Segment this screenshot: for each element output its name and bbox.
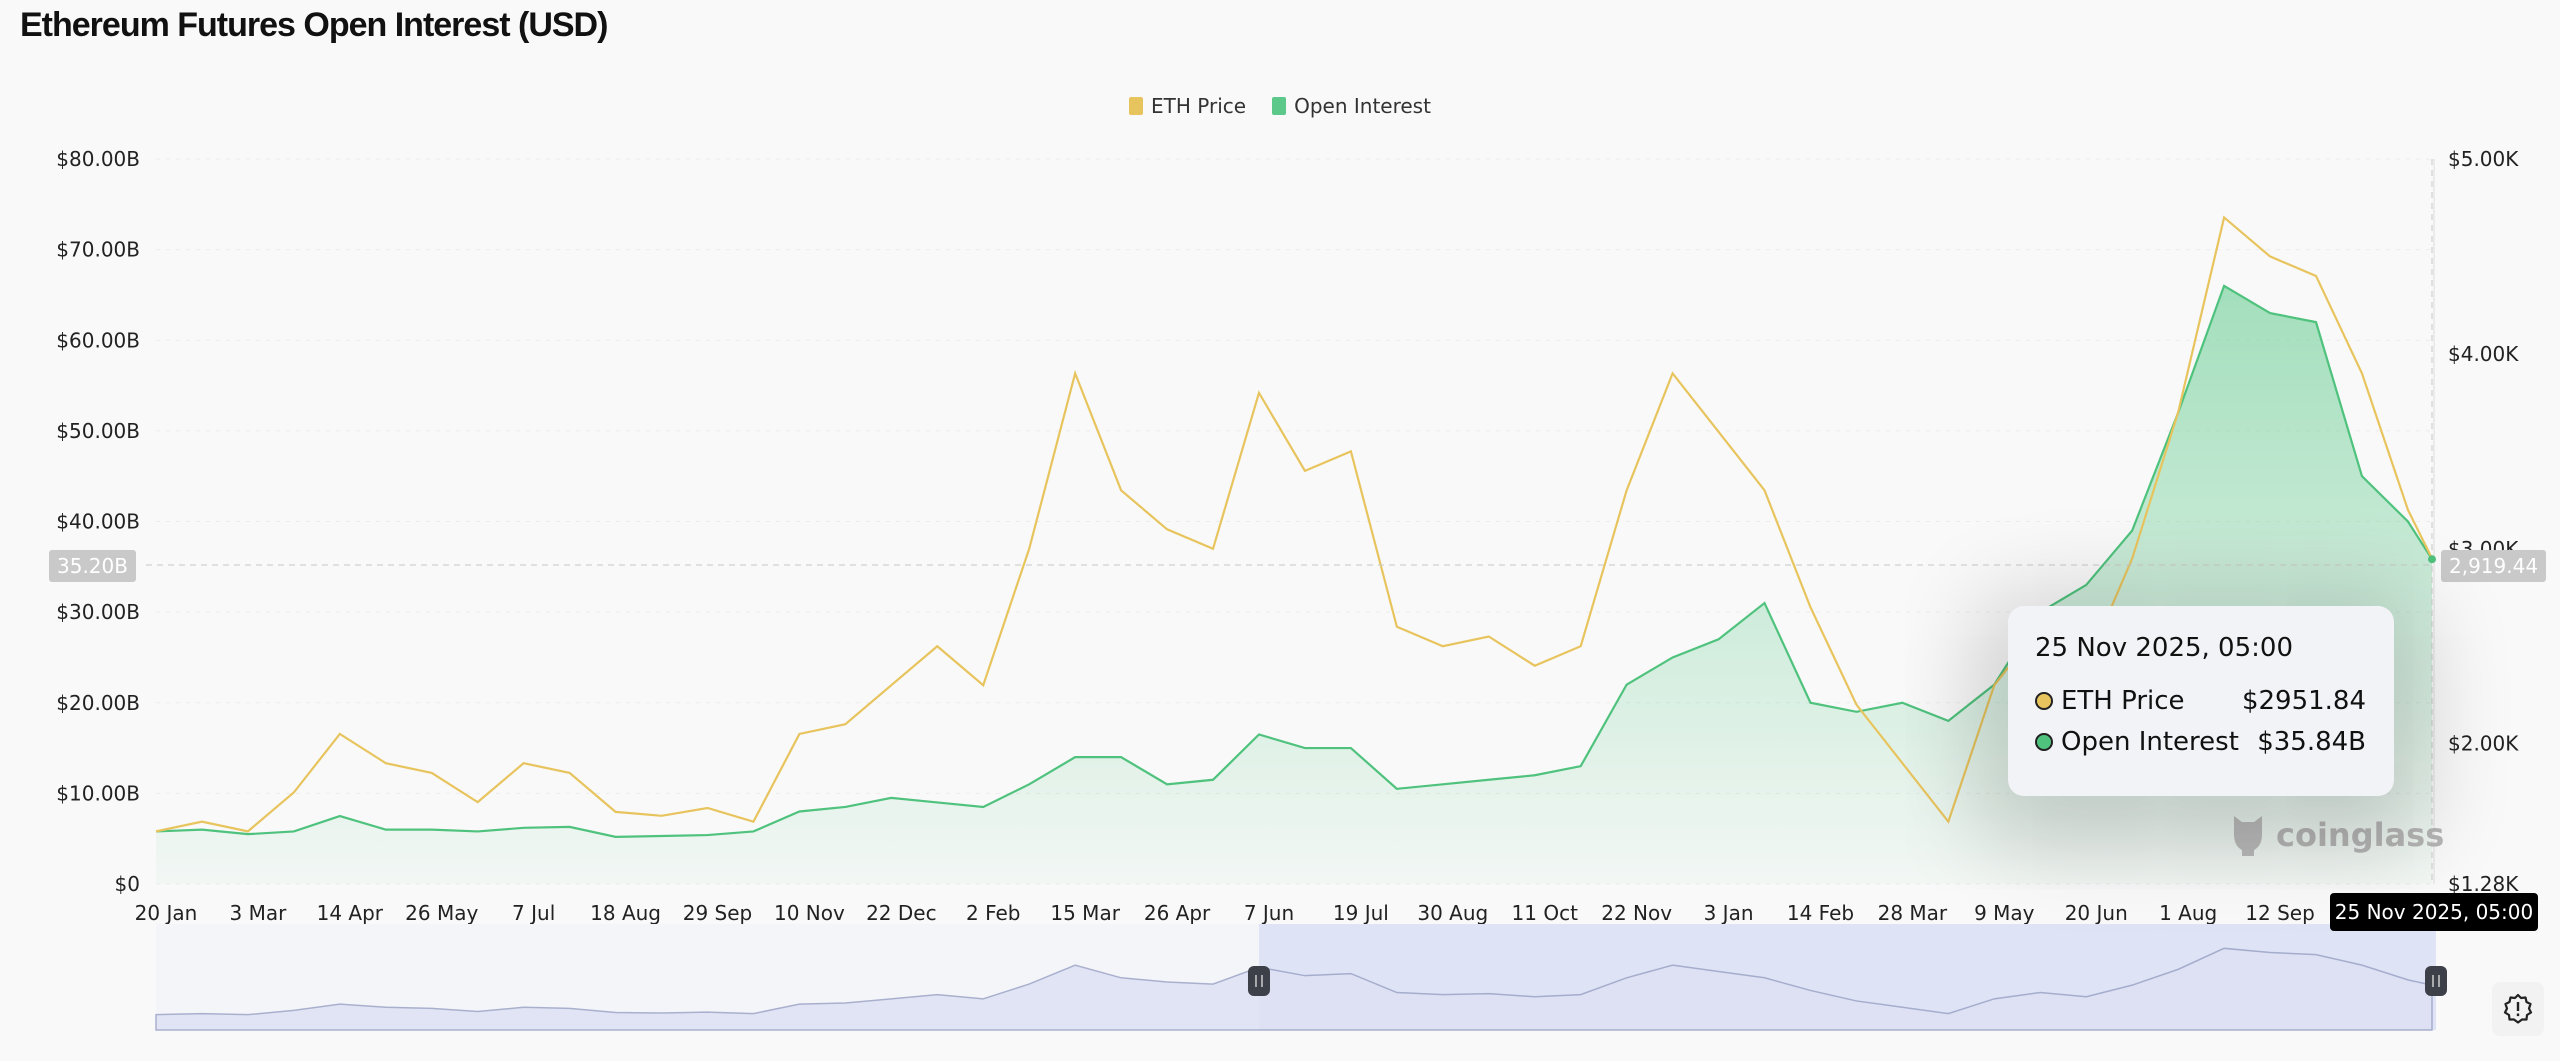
x-tick-label: 14 Apr (317, 901, 384, 925)
legend-item-open-interest[interactable]: Open Interest (1272, 94, 1431, 118)
tooltip-value: $35.84B (2257, 727, 2366, 757)
coinglass-logo-icon (2234, 816, 2262, 856)
x-tick-label: 11 Oct (1512, 901, 1579, 925)
y-right-tick-label: $1.28K (2448, 872, 2519, 896)
x-tick-label: 30 Aug (1417, 901, 1488, 925)
chart-legend: ETH Price Open Interest (0, 94, 2560, 118)
x-tick-label: 9 May (1974, 901, 2035, 925)
y-left-tick-label: $40.00B (56, 510, 140, 534)
y-left-tick-label: $70.00B (56, 238, 140, 262)
page-title: Ethereum Futures Open Interest (USD) (20, 6, 608, 44)
y-right-tick-label: $4.00K (2448, 342, 2519, 366)
y-left-tick-label: $20.00B (56, 691, 140, 715)
alert-badge-icon (2503, 993, 2533, 1024)
y-left-tick-label: $80.00B (56, 147, 140, 171)
legend-item-eth-price[interactable]: ETH Price (1129, 94, 1246, 118)
y-left-tick-label: $30.00B (56, 600, 140, 624)
x-tick-label: 26 May (405, 901, 478, 925)
navigator[interactable] (155, 924, 2447, 1031)
x-tick-label: 20 Jun (2065, 901, 2128, 925)
eth-price-dot-icon (2035, 692, 2053, 710)
open-interest-area (156, 285, 2432, 884)
crosshair-right-value: 2,919.44 (2441, 550, 2547, 582)
navigator-series (155, 947, 2433, 1031)
x-tick-label: 7 Jun (1244, 901, 1294, 925)
legend-label: ETH Price (1151, 94, 1247, 118)
y-right-tick-label: $2.00K (2448, 732, 2519, 756)
x-tick-label: 12 Sep (2245, 901, 2315, 925)
open-interest-marker (2428, 555, 2436, 564)
x-tick-label: 3 Jan (1704, 901, 1754, 925)
x-tick-label: 29 Sep (683, 901, 753, 925)
x-tick-label: 20 Jan (135, 901, 198, 925)
open-interest-dot-icon (2035, 733, 2053, 751)
tooltip-value: $2951.84 (2241, 686, 2366, 716)
x-tick-label: 22 Nov (1601, 901, 1672, 925)
x-tick-label: 26 Apr (1144, 901, 1211, 925)
x-tick-label: 18 Aug (590, 901, 661, 925)
x-tick-label: 2 Feb (966, 901, 1021, 925)
legend-swatch-eth-price (1129, 97, 1144, 115)
y-left-tick-label: $0 (115, 872, 140, 896)
y-axis-left: $0 $10.00B $20.00B $30.00B $40.00B $50.00B $60… (56, 147, 140, 896)
x-tick-label: 14 Feb (1787, 901, 1854, 925)
x-tick-label: 1 Aug (2159, 901, 2217, 925)
x-tick-label: 3 Mar (230, 901, 288, 925)
x-tick-label: 7 Jul (512, 901, 555, 925)
tooltip-row-eth-price: ETH Price $2951.84 (2035, 686, 2366, 716)
x-tick-label: 22 Dec (866, 901, 937, 925)
tooltip: 25 Nov 2025, 05:00 ETH Price $2951.84 Op… (2008, 606, 2394, 796)
x-axis: 20 Jan 3 Mar 14 Apr 26 May 7 Jul 18 Aug 29 Sep… (135, 901, 2315, 925)
crosshair (146, 159, 2436, 884)
alert-settings-button[interactable] (2492, 982, 2544, 1036)
y-axis-right: $1.28K$2.00K$3.00K$4.00K$5.00K (2433, 147, 2519, 896)
legend-swatch-open-interest (1272, 97, 1287, 115)
coinglass-watermark: coinglass (2228, 812, 2444, 858)
crosshair-date-label: 25 Nov 2025, 05:00 (2330, 893, 2538, 931)
x-tick-label: 10 Nov (774, 901, 845, 925)
y-left-tick-label: $50.00B (56, 419, 140, 443)
x-tick-label: 15 Mar (1050, 901, 1120, 925)
tooltip-row-open-interest: Open Interest $35.84B (2035, 727, 2366, 757)
x-tick-label: 28 Mar (1878, 901, 1948, 925)
watermark-text: coinglass (2276, 816, 2445, 854)
y-right-tick-label: $5.00K (2448, 147, 2519, 171)
navigator-right-handle[interactable] (2425, 966, 2447, 996)
open-interest-line (155, 284, 2433, 838)
tooltip-label: ETH Price (2061, 686, 2185, 716)
crosshair-left-value: 35.20B (49, 550, 136, 582)
tooltip-title: 25 Nov 2025, 05:00 (2035, 633, 2293, 663)
navigator-left-handle[interactable] (1247, 966, 1270, 996)
x-tick-label: 19 Jul (1333, 901, 1389, 925)
tooltip-label: Open Interest (2061, 727, 2239, 757)
y-left-tick-label: $10.00B (56, 781, 140, 805)
y-left-tick-label: $60.00B (56, 328, 140, 352)
legend-label: Open Interest (1294, 94, 1431, 118)
